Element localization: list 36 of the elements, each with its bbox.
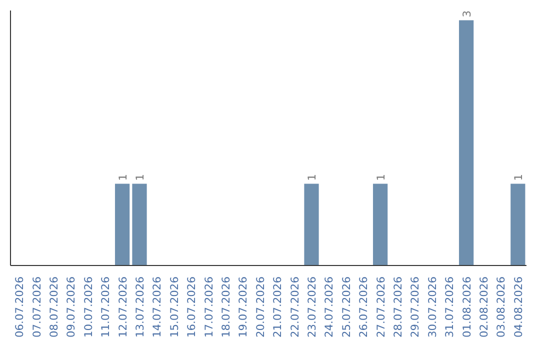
- data-label: 1: [134, 174, 146, 181]
- data-label: 1: [512, 174, 525, 181]
- x-tick-label: 20.07.2026: [254, 276, 267, 338]
- x-tick-label: 06.07.2026: [13, 276, 26, 338]
- data-label: 1: [374, 174, 388, 181]
- x-tick-label: 22.07.2026: [288, 276, 302, 338]
- x-tick-label: 03.08.2026: [494, 276, 508, 338]
- x-tick-label: 12.07.2026: [116, 276, 130, 338]
- x-tick-label: 14.07.2026: [150, 276, 164, 338]
- data-label: 1: [116, 174, 130, 181]
- x-tick-label: 07.07.2026: [30, 276, 44, 338]
- data-label: 3: [460, 10, 474, 18]
- x-tick-label: 02.08.2026: [478, 276, 490, 338]
- x-tick-label: 21.07.2026: [271, 276, 284, 338]
- x-tick-label: 28.07.2026: [392, 276, 404, 338]
- x-tick-label: 27.07.2026: [374, 276, 388, 338]
- x-tick-label: 11.07.2026: [99, 276, 112, 338]
- x-tick-label: 17.07.2026: [202, 276, 216, 338]
- x-tick-label: 24.07.2026: [322, 276, 336, 338]
- x-tick-label: 04.08.2026: [512, 276, 525, 338]
- x-tick-label: 25.07.2026: [340, 276, 353, 338]
- x-tick-label: 16.07.2026: [185, 276, 198, 338]
- x-tick-label: 19.07.2026: [236, 276, 250, 338]
- x-tick-label: 13.07.2026: [134, 276, 146, 338]
- x-tick-label: 01.08.2026: [460, 276, 474, 338]
- x-tick-label: 30.07.2026: [426, 276, 439, 338]
- x-tick-label: 15.07.2026: [168, 276, 181, 338]
- x-tick-label: 18.07.2026: [220, 276, 232, 338]
- x-tick-label: 23.07.2026: [306, 276, 318, 338]
- x-tick-label: 09.07.2026: [64, 276, 78, 338]
- x-tick-label: 08.07.2026: [48, 276, 60, 338]
- x-tick-label: 26.07.2026: [357, 276, 370, 338]
- x-tick-label: 29.07.2026: [408, 276, 422, 338]
- x-tick-label: 31.07.2026: [443, 276, 456, 338]
- x-tick-label: 10.07.2026: [82, 276, 95, 338]
- data-label: 1: [306, 174, 318, 181]
